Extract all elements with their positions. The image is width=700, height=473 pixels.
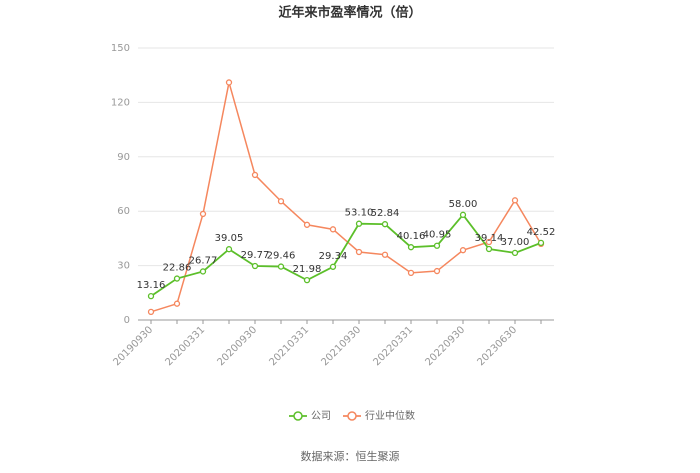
point xyxy=(303,276,311,284)
data-label: 29.34 xyxy=(319,251,348,262)
x-tick-label: 20220331 xyxy=(371,324,415,368)
data-label: 29.46 xyxy=(267,251,296,262)
point xyxy=(277,263,285,270)
point xyxy=(381,251,389,258)
point xyxy=(199,268,207,275)
x-tick-label: 20210331 xyxy=(267,324,311,368)
point xyxy=(433,242,441,249)
legend-marker xyxy=(293,411,303,421)
legend-label: 行业中位数 xyxy=(365,409,415,422)
point xyxy=(511,249,519,257)
point xyxy=(459,211,467,218)
point xyxy=(329,263,337,270)
point xyxy=(225,246,233,253)
point xyxy=(407,269,415,277)
legend-marker xyxy=(347,411,357,421)
x-tick-label: 20200930 xyxy=(215,324,259,368)
data-label: 40.16 xyxy=(397,231,426,242)
data-label: 22.86 xyxy=(163,263,192,274)
legend-label: 公司 xyxy=(311,411,331,422)
x-tick-label: 20220930 xyxy=(423,324,467,368)
x-tick-label: 20200331 xyxy=(163,324,207,368)
series-line xyxy=(150,213,542,297)
data-label: 21.98 xyxy=(293,264,322,275)
data-label: 39.05 xyxy=(215,233,244,244)
point xyxy=(147,292,155,300)
point xyxy=(199,210,207,218)
point xyxy=(485,238,493,246)
data-label: 37.00 xyxy=(501,237,530,248)
data-label: 39.14 xyxy=(475,233,504,244)
data-label: 58.00 xyxy=(449,199,478,210)
chart-title: 近年来市盈率情况（倍） xyxy=(278,5,421,21)
legend-item: 公司 xyxy=(289,411,331,422)
data-label: 52.84 xyxy=(371,208,400,219)
data-label: 40.95 xyxy=(423,230,452,241)
point xyxy=(173,275,181,282)
point xyxy=(537,239,545,247)
point xyxy=(381,221,389,228)
x-tick-label: 20230630 xyxy=(475,324,519,368)
point xyxy=(173,300,181,307)
point xyxy=(225,79,233,86)
data-label: 29.77 xyxy=(241,250,270,261)
point xyxy=(147,308,155,315)
series-line xyxy=(150,82,542,313)
y-tick-label: 90 xyxy=(117,152,130,163)
y-tick-label: 0 xyxy=(124,315,130,326)
data-label: 42.52 xyxy=(527,227,556,238)
point xyxy=(329,226,337,233)
point xyxy=(303,221,311,228)
point xyxy=(251,171,259,179)
point xyxy=(277,198,285,205)
source: 数据来源：恒生聚源 xyxy=(301,449,400,463)
data-label: 26.77 xyxy=(189,255,218,266)
point xyxy=(251,262,259,270)
point xyxy=(407,244,415,251)
data-label: 53.10 xyxy=(345,208,374,219)
x-tick-label: 20210930 xyxy=(319,324,363,368)
point xyxy=(511,197,519,204)
x-tick-label: 20190930 xyxy=(111,324,155,368)
y-tick-label: 150 xyxy=(111,43,130,54)
point xyxy=(485,245,493,253)
data-label: 13.16 xyxy=(137,280,166,291)
y-tick-label: 60 xyxy=(117,206,130,217)
point xyxy=(355,220,363,227)
legend-item: 行业中位数 xyxy=(343,409,415,422)
point xyxy=(433,267,441,275)
y-tick-label: 30 xyxy=(117,261,130,272)
point xyxy=(459,247,467,254)
point xyxy=(355,248,363,256)
y-tick-label: 120 xyxy=(111,97,130,108)
